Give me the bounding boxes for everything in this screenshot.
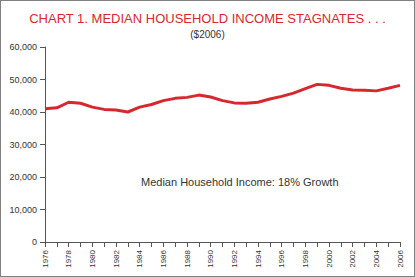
svg-text:50,000: 50,000 [9,75,37,85]
svg-text:1988: 1988 [183,249,192,267]
svg-text:2000: 2000 [325,249,334,267]
svg-text:Median Household Income: 18% G: Median Household Income: 18% Growth [141,176,339,188]
svg-text:1998: 1998 [301,249,310,267]
svg-text:1976: 1976 [41,249,50,267]
svg-text:1982: 1982 [112,249,121,267]
svg-text:1996: 1996 [277,249,286,267]
svg-text:10,000: 10,000 [9,205,37,215]
svg-text:1986: 1986 [159,249,168,267]
svg-text:1984: 1984 [135,249,144,267]
svg-text:2006: 2006 [396,249,405,267]
svg-text:30,000: 30,000 [9,140,37,150]
svg-text:60,000: 60,000 [9,42,37,52]
svg-text:1980: 1980 [88,249,97,267]
svg-text:1978: 1978 [64,249,73,267]
svg-text:1994: 1994 [254,249,263,267]
svg-text:2002: 2002 [348,249,357,267]
svg-text:40,000: 40,000 [9,107,37,117]
svg-text:1990: 1990 [206,249,215,267]
svg-text:20,000: 20,000 [9,172,37,182]
svg-text:0: 0 [32,237,37,247]
svg-text:($2006): ($2006) [190,29,224,40]
svg-text:2004: 2004 [372,249,381,267]
svg-text:CHART 1. MEDIAN HOUSEHOLD INCO: CHART 1. MEDIAN HOUSEHOLD INCOME STAGNAT… [29,11,386,26]
svg-text:1992: 1992 [230,249,239,267]
